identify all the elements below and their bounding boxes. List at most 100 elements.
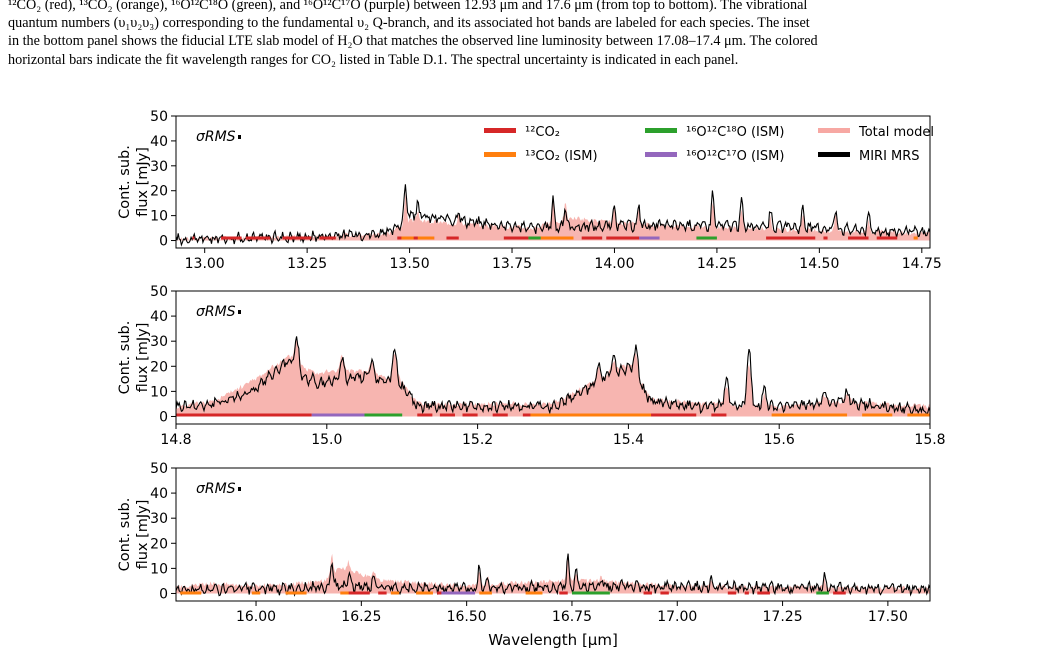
fit-range-bar-red xyxy=(446,236,459,240)
y-tick-label: 0 xyxy=(159,586,168,602)
fit-range-bar-red xyxy=(176,413,312,417)
fit-range-bar-green xyxy=(571,591,610,595)
fit-range-bar-red xyxy=(711,413,727,417)
fit-range-bar-orange xyxy=(417,236,435,240)
y-axis-label: Cont. sub. xyxy=(117,145,133,219)
fit-range-bar-orange xyxy=(862,413,893,417)
legend-swatch xyxy=(818,128,850,133)
sigma-rms-label: σRMS xyxy=(196,304,236,320)
x-tick-label: 15.0 xyxy=(311,432,342,448)
y-tick-label: 40 xyxy=(150,134,168,150)
legend-swatch xyxy=(645,152,677,157)
x-tick-label: 13.50 xyxy=(390,256,430,272)
fit-range-bar-red xyxy=(606,236,644,240)
x-tick-label: 13.25 xyxy=(287,256,327,272)
fit-range-bar-orange xyxy=(907,413,930,417)
legend-swatch xyxy=(484,152,516,157)
fit-range-bar-orange xyxy=(180,591,202,595)
x-tick-label: 14.50 xyxy=(799,256,839,272)
x-tick-label: 16.00 xyxy=(236,609,276,625)
legend-label: MIRI MRS xyxy=(859,149,920,164)
fit-range-bar-red xyxy=(378,591,387,595)
sigma-rms-errorbar xyxy=(238,487,241,491)
fit-range-bar-orange xyxy=(530,413,652,417)
fit-range-bar-red xyxy=(651,413,697,417)
y-tick-label: 40 xyxy=(150,309,168,325)
y-tick-label: 30 xyxy=(150,334,168,350)
fit-range-bar-red xyxy=(417,413,433,417)
y-axis-label: Cont. sub. xyxy=(117,321,133,395)
fit-range-bar-red xyxy=(245,236,271,240)
x-tick-label: 14.25 xyxy=(697,256,737,272)
fit-range-bar-red xyxy=(727,591,737,595)
plot-area xyxy=(176,336,930,417)
y-tick-label: 30 xyxy=(150,159,168,175)
y-tick-label: 10 xyxy=(150,384,168,400)
axes-frame xyxy=(175,467,931,602)
y-tick-label: 20 xyxy=(150,359,168,375)
total-model-series xyxy=(176,339,930,417)
fit-range-bar-red xyxy=(581,236,603,240)
caption-line-1: ¹²CO₂ (red), ¹³CO₂ (orange), ¹⁶O¹²C¹⁸O (… xyxy=(8,0,808,13)
y-tick-label: 0 xyxy=(159,409,168,425)
fit-range-bar-red xyxy=(192,236,195,240)
legend: ¹²CO₂ ¹³CO₂ (ISM) ¹⁶O¹²C¹⁸O (ISM) ¹⁶O¹²C¹⁷O… xyxy=(484,125,934,164)
fit-range-bar-orange xyxy=(479,591,492,595)
y-tick-label: 50 xyxy=(150,109,168,125)
x-tick-label: 13.00 xyxy=(185,256,225,272)
plot-area xyxy=(176,184,930,247)
y-tick-label: 10 xyxy=(150,209,168,225)
caption-line-4: horizontal bars indicate the fit wavelen… xyxy=(8,51,739,68)
fit-range-bar-red xyxy=(823,236,828,240)
fit-range-bar-red xyxy=(559,591,568,595)
caption-line-2: quantum numbers (υ₁υ₂υ₃) corresponding t… xyxy=(8,15,810,32)
x-tick-label: 17.50 xyxy=(868,609,908,625)
y-tick-label: 50 xyxy=(150,284,168,300)
y-tick-label: 20 xyxy=(150,184,168,200)
fit-range-bar-red xyxy=(503,236,529,240)
fit-range-bar-orange xyxy=(401,236,414,240)
y-axis-label: flux [mJy] xyxy=(135,323,151,393)
fit-range-bar-green xyxy=(364,413,403,417)
y-tick-label: 10 xyxy=(150,561,168,577)
fit-range-bar-orange xyxy=(390,591,400,595)
fit-range-bar-purple xyxy=(639,236,660,240)
x-tick-label: 14.8 xyxy=(160,432,191,448)
y-tick-label: 40 xyxy=(150,486,168,502)
sigma-rms-label: σRMS xyxy=(196,481,236,497)
fit-range-bar-orange xyxy=(251,591,261,595)
x-tick-label: 15.4 xyxy=(613,432,644,448)
legend-label: ¹⁶O¹²C¹⁷O (ISM) xyxy=(686,149,784,164)
x-tick-label: 15.2 xyxy=(462,432,493,448)
x-tick-label: 13.75 xyxy=(492,256,532,272)
fit-range-bar-red xyxy=(660,591,669,595)
fit-range-bar-orange xyxy=(913,236,918,240)
plot-area xyxy=(176,553,930,597)
x-tick-label: 15.6 xyxy=(764,432,795,448)
fit-range-bar-red xyxy=(833,591,846,595)
y-tick-label: 20 xyxy=(150,536,168,552)
fit-range-bar-red xyxy=(348,591,370,595)
x-tick-label: 16.50 xyxy=(447,609,487,625)
fit-range-bar-orange xyxy=(416,591,433,595)
fit-range-bar-purple xyxy=(441,591,476,595)
total-model-series xyxy=(176,193,930,241)
sigma-rms-label: σRMS xyxy=(196,129,236,145)
fit-range-bar-green xyxy=(528,236,541,240)
y-axis-label: flux [mJy] xyxy=(135,147,151,217)
fit-range-bar-red xyxy=(766,236,816,240)
caption-line-3: in the bottom panel shows the fiducial L… xyxy=(8,33,818,50)
legend-label: Total model xyxy=(858,125,934,140)
fit-range-bar-orange xyxy=(525,591,543,595)
legend-label: ¹⁶O¹²C¹⁸O (ISM) xyxy=(686,125,784,140)
fit-range-bar-red xyxy=(848,236,869,240)
fit-range-bar-red xyxy=(282,236,312,240)
panel-2: 0 10 20 30 40 50 14.8 15.0 15.2 15.4 15.6 15.8 Cont.… xyxy=(117,284,946,448)
miri-mrs-series xyxy=(176,336,930,417)
y-axis-label: Cont. sub. xyxy=(117,498,133,572)
legend-swatch xyxy=(818,152,850,157)
fit-range-bar-red xyxy=(319,236,336,240)
y-axis-label: flux [mJy] xyxy=(135,500,151,570)
fit-range-bar-orange xyxy=(540,236,574,240)
x-axis-label: Wavelength [μm] xyxy=(488,631,618,649)
